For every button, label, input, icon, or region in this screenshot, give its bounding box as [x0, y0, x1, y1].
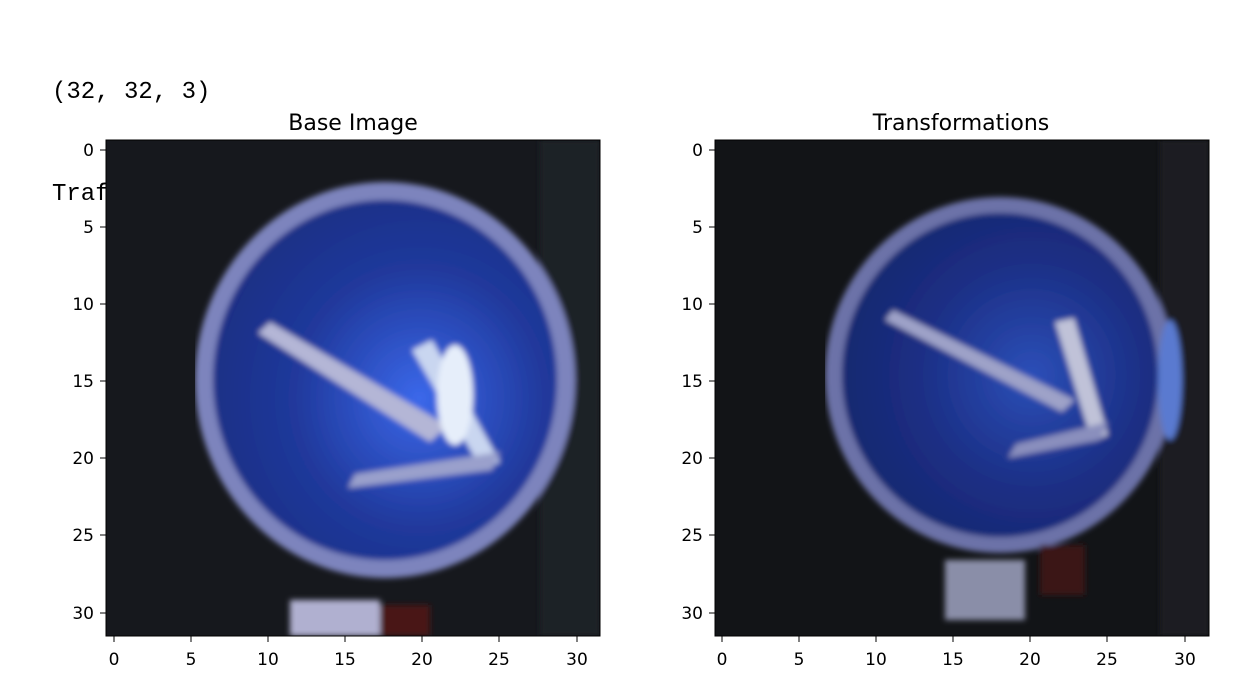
x-tick-label: 15	[942, 650, 964, 670]
y-tick-label: 30	[681, 604, 703, 624]
transformed-image	[715, 140, 1209, 636]
y-tick-label: 20	[681, 449, 703, 469]
x-tick-label: 20	[1019, 650, 1041, 670]
x-tick-label: 10	[257, 650, 279, 670]
panel-title: Transformations	[872, 111, 1050, 136]
y-tick-label: 30	[72, 604, 94, 624]
y-axis: 0 5 10 15 20 25 30	[72, 141, 106, 624]
y-tick-label: 15	[681, 372, 703, 392]
y-tick-label: 15	[72, 372, 94, 392]
shape-output-line: (32, 32, 3)	[52, 79, 211, 106]
x-tick-label: 5	[186, 650, 197, 670]
x-tick-label: 20	[411, 650, 433, 670]
x-tick-label: 30	[566, 650, 588, 670]
y-tick-label: 10	[72, 295, 94, 315]
y-tick-label: 20	[72, 449, 94, 469]
x-tick-label: 0	[109, 650, 120, 670]
y-tick-label: 0	[83, 141, 94, 161]
panel-transformations: Transformations	[681, 111, 1210, 670]
x-tick-label: 15	[334, 650, 356, 670]
panel-base-image: Base Image 0	[72, 111, 601, 670]
figure: Base Image 0	[72, 111, 1210, 670]
x-tick-label: 10	[865, 650, 887, 670]
y-tick-label: 5	[692, 218, 703, 238]
y-tick-label: 10	[681, 295, 703, 315]
y-axis: 0 5 10 15 20 25 30	[681, 141, 715, 624]
y-tick-label: 0	[692, 141, 703, 161]
x-tick-label: 5	[794, 650, 805, 670]
x-axis: 0 5 10 15 20 25 30	[109, 636, 588, 670]
x-tick-label: 0	[717, 650, 728, 670]
x-axis: 0 5 10 15 20 25 30	[717, 636, 1196, 670]
y-tick-label: 25	[681, 526, 703, 546]
x-tick-label: 25	[1096, 650, 1118, 670]
y-tick-label: 25	[72, 526, 94, 546]
x-tick-label: 30	[1174, 650, 1196, 670]
x-tick-label: 25	[488, 650, 510, 670]
y-tick-label: 5	[83, 218, 94, 238]
panel-title: Base Image	[288, 111, 417, 136]
base-image	[106, 140, 600, 636]
